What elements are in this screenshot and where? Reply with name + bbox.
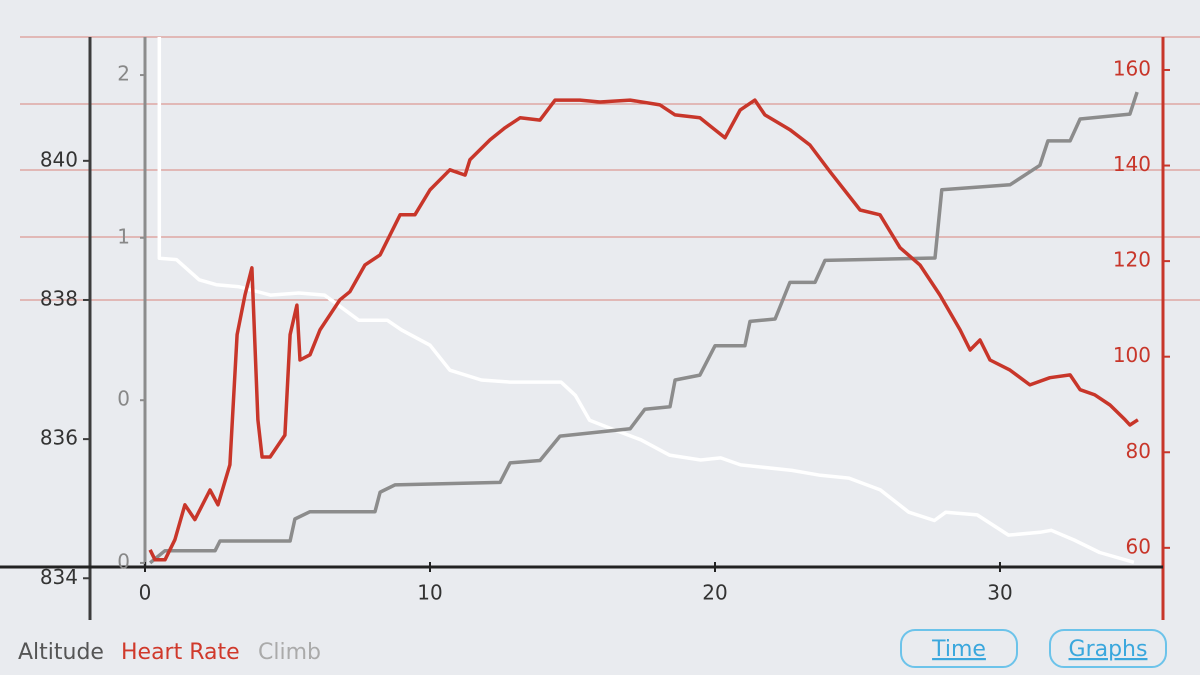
decor-grid	[20, 36, 1200, 301]
x-tick-label: 20	[702, 581, 727, 605]
y2-tick-label: 120	[1113, 248, 1151, 272]
series-line	[148, 91, 1139, 565]
y-tick-label: 836	[40, 426, 78, 450]
y2-tick-label: 140	[1113, 152, 1151, 176]
x-tick-label: 10	[417, 581, 442, 605]
y2-tick-label: 80	[1126, 439, 1151, 463]
y2-tick-label: 160	[1113, 56, 1151, 80]
graphs-button-label[interactable]: Graphs	[1069, 637, 1148, 662]
graphs-button[interactable]	[1049, 629, 1167, 668]
series-line	[157, 37, 1135, 564]
legend-entry: Climb	[258, 640, 321, 665]
y-tick-label: 840	[40, 147, 78, 171]
y2-tick-label: 60	[1126, 534, 1151, 558]
y2-tick-label: 100	[1113, 343, 1151, 367]
x-tick-label: 30	[987, 581, 1012, 605]
y-tick-label: 838	[40, 286, 78, 310]
y3-tick-label: 0	[117, 387, 130, 411]
time-button-label[interactable]: Time	[931, 637, 986, 662]
y3-tick-label: 2	[117, 62, 130, 86]
legend-entry: Heart Rate	[121, 640, 240, 665]
series-line	[148, 98, 1139, 562]
x-tick-label: 0	[139, 581, 152, 605]
plot	[148, 37, 1139, 565]
time-button[interactable]	[900, 629, 1018, 668]
legend-entry: Altitude	[18, 640, 104, 665]
y3-tick-label: 1	[117, 224, 130, 248]
y-tick-label: 834	[40, 565, 78, 589]
y3-tick-label: 0	[117, 549, 130, 573]
